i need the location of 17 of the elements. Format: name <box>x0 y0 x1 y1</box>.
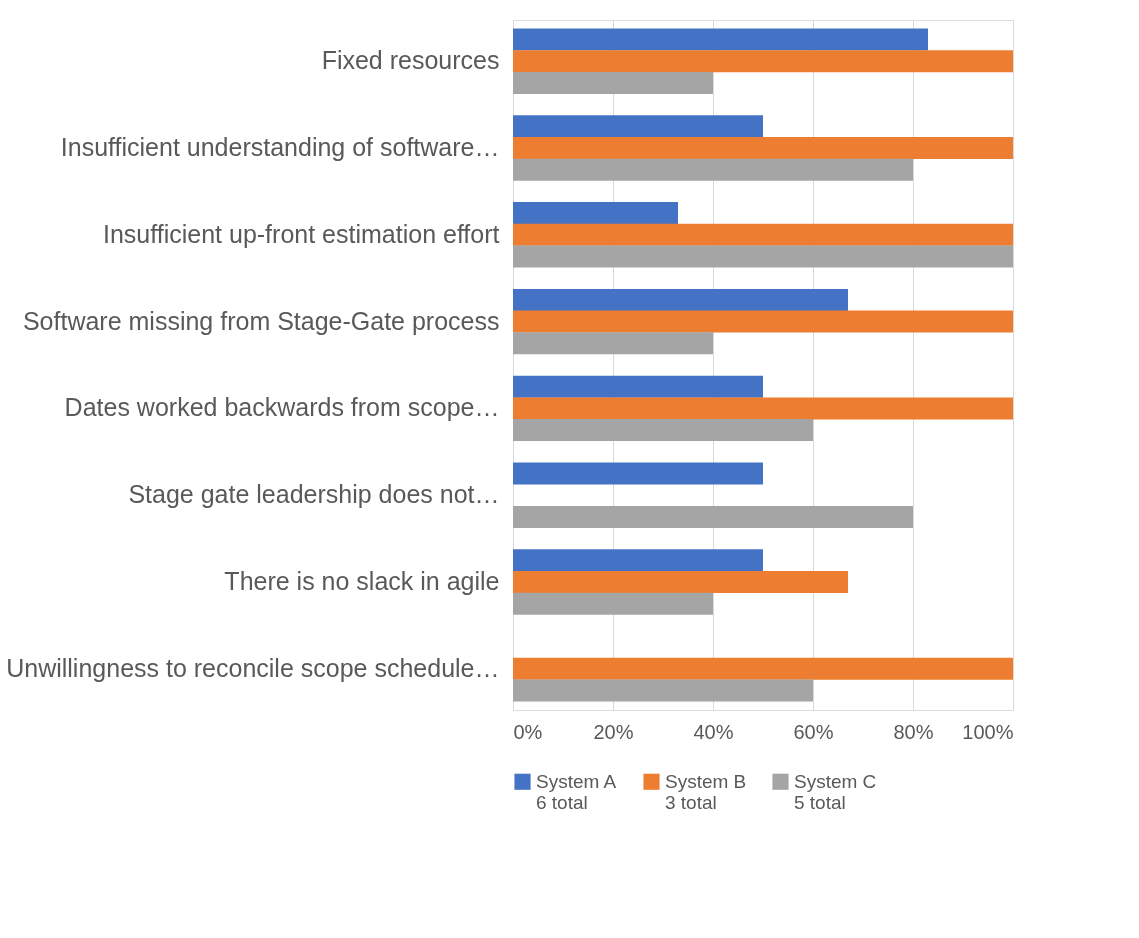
y-tick-label: There is no slack in agile <box>224 566 500 595</box>
x-tick-label: 40% <box>693 720 734 743</box>
y-tick-label: Insufficient up-front estimation effort <box>102 219 500 248</box>
y-tick-label: Dates worked backwards from scope… <box>64 393 500 422</box>
y-tick-label: Insufficient understanding of software… <box>60 133 500 162</box>
legend-label: System C 5 total <box>794 770 877 813</box>
y-tick-label: Software missing from Stage-Gate process <box>22 306 500 335</box>
x-tick-label: 0% <box>513 720 543 743</box>
y-tick-label: Stage gate leadership does not… <box>128 480 500 509</box>
x-tick-label: 100% <box>962 720 1014 743</box>
y-tick-label: Unwillingness to reconcile scope schedule… <box>6 653 500 682</box>
x-tick-label: 60% <box>793 720 834 743</box>
x-tick-label: 20% <box>593 720 634 743</box>
y-tick-label: Fixed resources <box>321 46 500 75</box>
legend-label: System A 6 total <box>536 770 617 813</box>
legend-label: System B 3 total <box>665 770 747 813</box>
x-tick-label: 80% <box>893 720 934 743</box>
